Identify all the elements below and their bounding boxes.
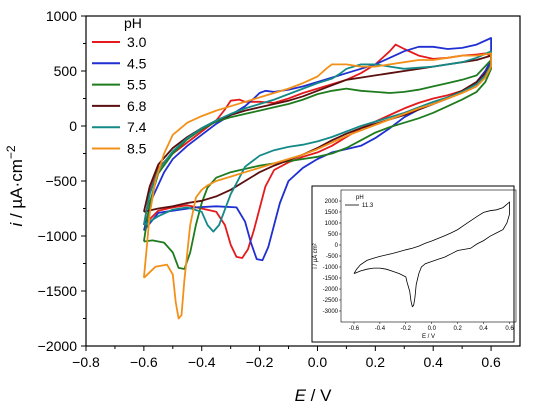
y-tick-label: −1000 [38,228,78,244]
legend: pH 3.0 4.5 5.5 6.8 7.4 8.5 [92,15,147,157]
y-tick-label: 500 [54,63,78,79]
series-line-ph-8-5 [143,52,492,320]
y-tick-label: 1000 [46,8,77,24]
legend-label-ph-7-4: 7.4 [127,119,147,135]
x-tick-label: −0.8 [72,354,100,370]
inset-series-line-ph-11-3 [353,201,510,308]
inset-legend-label: 11.3 [362,203,374,209]
inset-y-tick-label: 1500 [325,210,339,216]
inset-x-tick-label: 0.6 [505,326,514,332]
x-tick-label: 0.2 [366,354,386,370]
inset-x-axis-label: E / V [422,334,435,340]
inset-legend-title: pH [356,195,364,201]
inset-y-axis-label: i / µA cm² [313,243,319,268]
inset-chart: -0.6 -0.4 -0.2 0.0 0.2 0.4 0.6 -3000 -2500 -2000 -… [311,185,517,343]
y-tick-label: −500 [45,173,77,189]
x-tick-label: 0.0 [308,354,328,370]
inset-y-tick-label: -2500 [323,298,339,304]
inset-y-tick-label: 0 [335,243,339,249]
legend-label-ph-3-0: 3.0 [127,34,147,50]
x-tick-label: 0.6 [481,354,501,370]
inset-y-tick-label: -1500 [323,276,339,282]
y-tick-label: −1500 [38,283,78,299]
inset-y-tick-label: 2000 [325,199,339,205]
legend-label-ph-5-5: 5.5 [127,77,147,93]
inset-panel [311,185,515,343]
inset-x-tick-label: -0.6 [349,326,360,332]
inset-y-tick-label: -3000 [323,309,339,315]
inset-y-tick-label: -2000 [323,287,339,293]
x-axis-label: E / V [295,386,333,405]
inset-y-tick-label: -1000 [323,265,339,271]
y-axis-label-symbol: i [7,222,26,227]
inset-x-tick-label: 0.2 [453,326,462,332]
inset-x-tick-label: -0.2 [401,326,412,332]
x-axis-label-symbol: E [295,386,307,405]
series-line-ph-7-4 [143,50,492,233]
inset-x-tick-label: 0.0 [428,326,437,332]
y-axis-label: i / µA·cm−2 [4,145,26,226]
y-axis-label-unit: / µA·cm [7,159,26,223]
x-axis-label-unit: / V [306,386,332,405]
legend-title: pH [124,15,142,31]
x-tick-label: −0.6 [130,354,158,370]
inset-y-tick-label: -500 [326,254,339,260]
y-axis-label-exponent: −2 [4,145,18,159]
x-tick-label: −0.4 [188,354,216,370]
legend-label-ph-4-5: 4.5 [127,55,147,71]
legend-label-ph-6-8: 6.8 [127,98,147,114]
y-tick-label: −2000 [38,338,78,354]
legend-label-ph-8-5: 8.5 [127,141,147,157]
inset-y-tick-label: 500 [328,232,339,238]
x-tick-label: 0.4 [423,354,443,370]
inset-y-tick-label: 1000 [325,221,339,227]
y-tick-label: 0 [69,118,77,134]
inset-x-tick-label: 0.4 [479,326,488,332]
inset-x-tick-label: -0.4 [375,326,386,332]
x-tick-label: −0.2 [246,354,274,370]
